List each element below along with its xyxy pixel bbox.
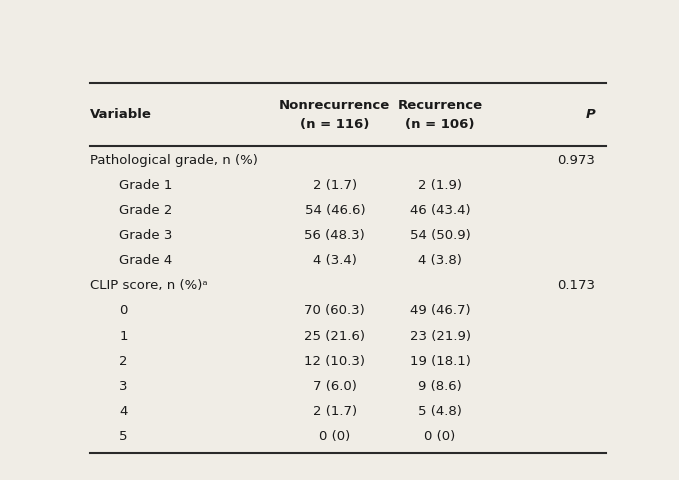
Text: 25 (21.6): 25 (21.6) [304,330,365,343]
Text: 54 (46.6): 54 (46.6) [304,204,365,217]
Text: 19 (18.1): 19 (18.1) [409,355,471,368]
Text: Variable: Variable [90,108,152,121]
Text: (n = 116): (n = 116) [300,118,369,131]
Text: Grade 1: Grade 1 [119,179,172,192]
Text: 5 (4.8): 5 (4.8) [418,405,462,418]
Text: Recurrence: Recurrence [397,99,483,112]
Text: Grade 3: Grade 3 [119,229,172,242]
Text: 0 (0): 0 (0) [424,430,456,443]
Text: Grade 2: Grade 2 [119,204,172,217]
Text: 23 (21.9): 23 (21.9) [409,330,471,343]
Text: 56 (48.3): 56 (48.3) [304,229,365,242]
Text: 12 (10.3): 12 (10.3) [304,355,365,368]
Text: 70 (60.3): 70 (60.3) [304,304,365,317]
Text: 0: 0 [119,304,128,317]
Text: 7 (6.0): 7 (6.0) [313,380,356,393]
Text: 2: 2 [119,355,128,368]
Text: Nonrecurrence: Nonrecurrence [279,99,390,112]
Text: 46 (43.4): 46 (43.4) [409,204,471,217]
Text: P: P [585,108,595,121]
Text: 3: 3 [119,380,128,393]
Text: (n = 106): (n = 106) [405,118,475,131]
Text: 0.173: 0.173 [557,279,595,292]
Text: 54 (50.9): 54 (50.9) [409,229,471,242]
Text: 9 (8.6): 9 (8.6) [418,380,462,393]
Text: CLIP score, n (%)ᵃ: CLIP score, n (%)ᵃ [90,279,208,292]
Text: Pathological grade, n (%): Pathological grade, n (%) [90,154,258,167]
Text: 2 (1.7): 2 (1.7) [313,405,357,418]
Text: 2 (1.7): 2 (1.7) [313,179,357,192]
Text: Grade 4: Grade 4 [119,254,172,267]
Text: 49 (46.7): 49 (46.7) [409,304,471,317]
Text: 0 (0): 0 (0) [319,430,350,443]
Text: 0.973: 0.973 [557,154,595,167]
Text: 5: 5 [119,430,128,443]
Text: 4: 4 [119,405,128,418]
Text: 1: 1 [119,330,128,343]
Text: 4 (3.4): 4 (3.4) [313,254,356,267]
Text: 2 (1.9): 2 (1.9) [418,179,462,192]
Text: 4 (3.8): 4 (3.8) [418,254,462,267]
